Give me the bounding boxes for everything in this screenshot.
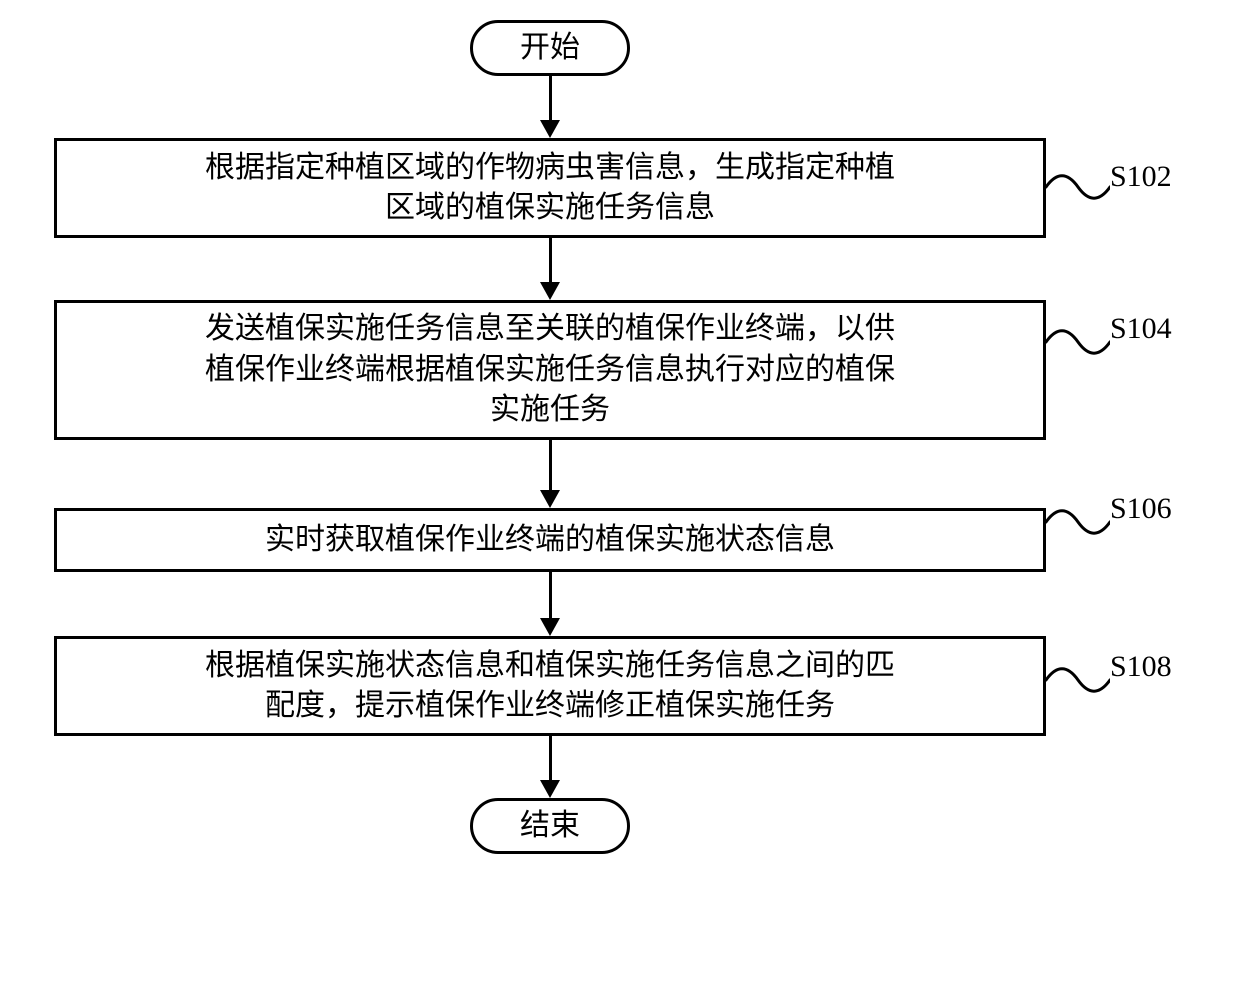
node-end: 结束: [470, 798, 630, 854]
arrow-s106-s108: [549, 572, 552, 620]
node-s106: 实时获取植保作业终端的植保实施状态信息: [54, 508, 1046, 572]
step-label-s106: S106: [1110, 492, 1172, 526]
node-s102: 根据指定种植区域的作物病虫害信息，生成指定种植 区域的植保实施任务信息: [54, 138, 1046, 238]
step-label-s104: S104: [1110, 312, 1172, 346]
arrowhead-s102-s104: [540, 282, 560, 300]
node-s104-text: 发送植保实施任务信息至关联的植保作业终端，以供 植保作业终端根据植保实施任务信息…: [205, 309, 895, 431]
arrowhead-s106-s108: [540, 618, 560, 636]
arrowhead-s108-end: [540, 780, 560, 798]
arrow-s104-s106: [549, 440, 552, 492]
node-s104: 发送植保实施任务信息至关联的植保作业终端，以供 植保作业终端根据植保实施任务信息…: [54, 300, 1046, 440]
node-start: 开始: [470, 20, 630, 76]
arrow-s102-s104: [549, 238, 552, 284]
arrowhead-start-s102: [540, 120, 560, 138]
arrowhead-s104-s106: [540, 490, 560, 508]
step-label-s108: S108: [1110, 650, 1172, 684]
node-end-text: 结束: [520, 806, 580, 847]
arrow-start-s102: [549, 76, 552, 122]
node-s108-text: 根据植保实施状态信息和植保实施任务信息之间的匹 配度，提示植保作业终端修正植保实…: [205, 646, 895, 727]
node-s108: 根据植保实施状态信息和植保实施任务信息之间的匹 配度，提示植保作业终端修正植保实…: [54, 636, 1046, 736]
step-label-s102: S102: [1110, 160, 1172, 194]
node-s102-text: 根据指定种植区域的作物病虫害信息，生成指定种植 区域的植保实施任务信息: [205, 148, 895, 229]
node-start-text: 开始: [520, 28, 580, 69]
arrow-s108-end: [549, 736, 552, 782]
wave-connector-s106: [1046, 490, 1110, 554]
wave-connector-s108: [1046, 648, 1110, 712]
node-s106-text: 实时获取植保作业终端的植保实施状态信息: [265, 520, 835, 561]
flowchart-canvas: 开始根据指定种植区域的作物病虫害信息，生成指定种植 区域的植保实施任务信息发送植…: [0, 0, 1240, 984]
wave-connector-s102: [1046, 155, 1110, 219]
wave-connector-s104: [1046, 310, 1110, 374]
